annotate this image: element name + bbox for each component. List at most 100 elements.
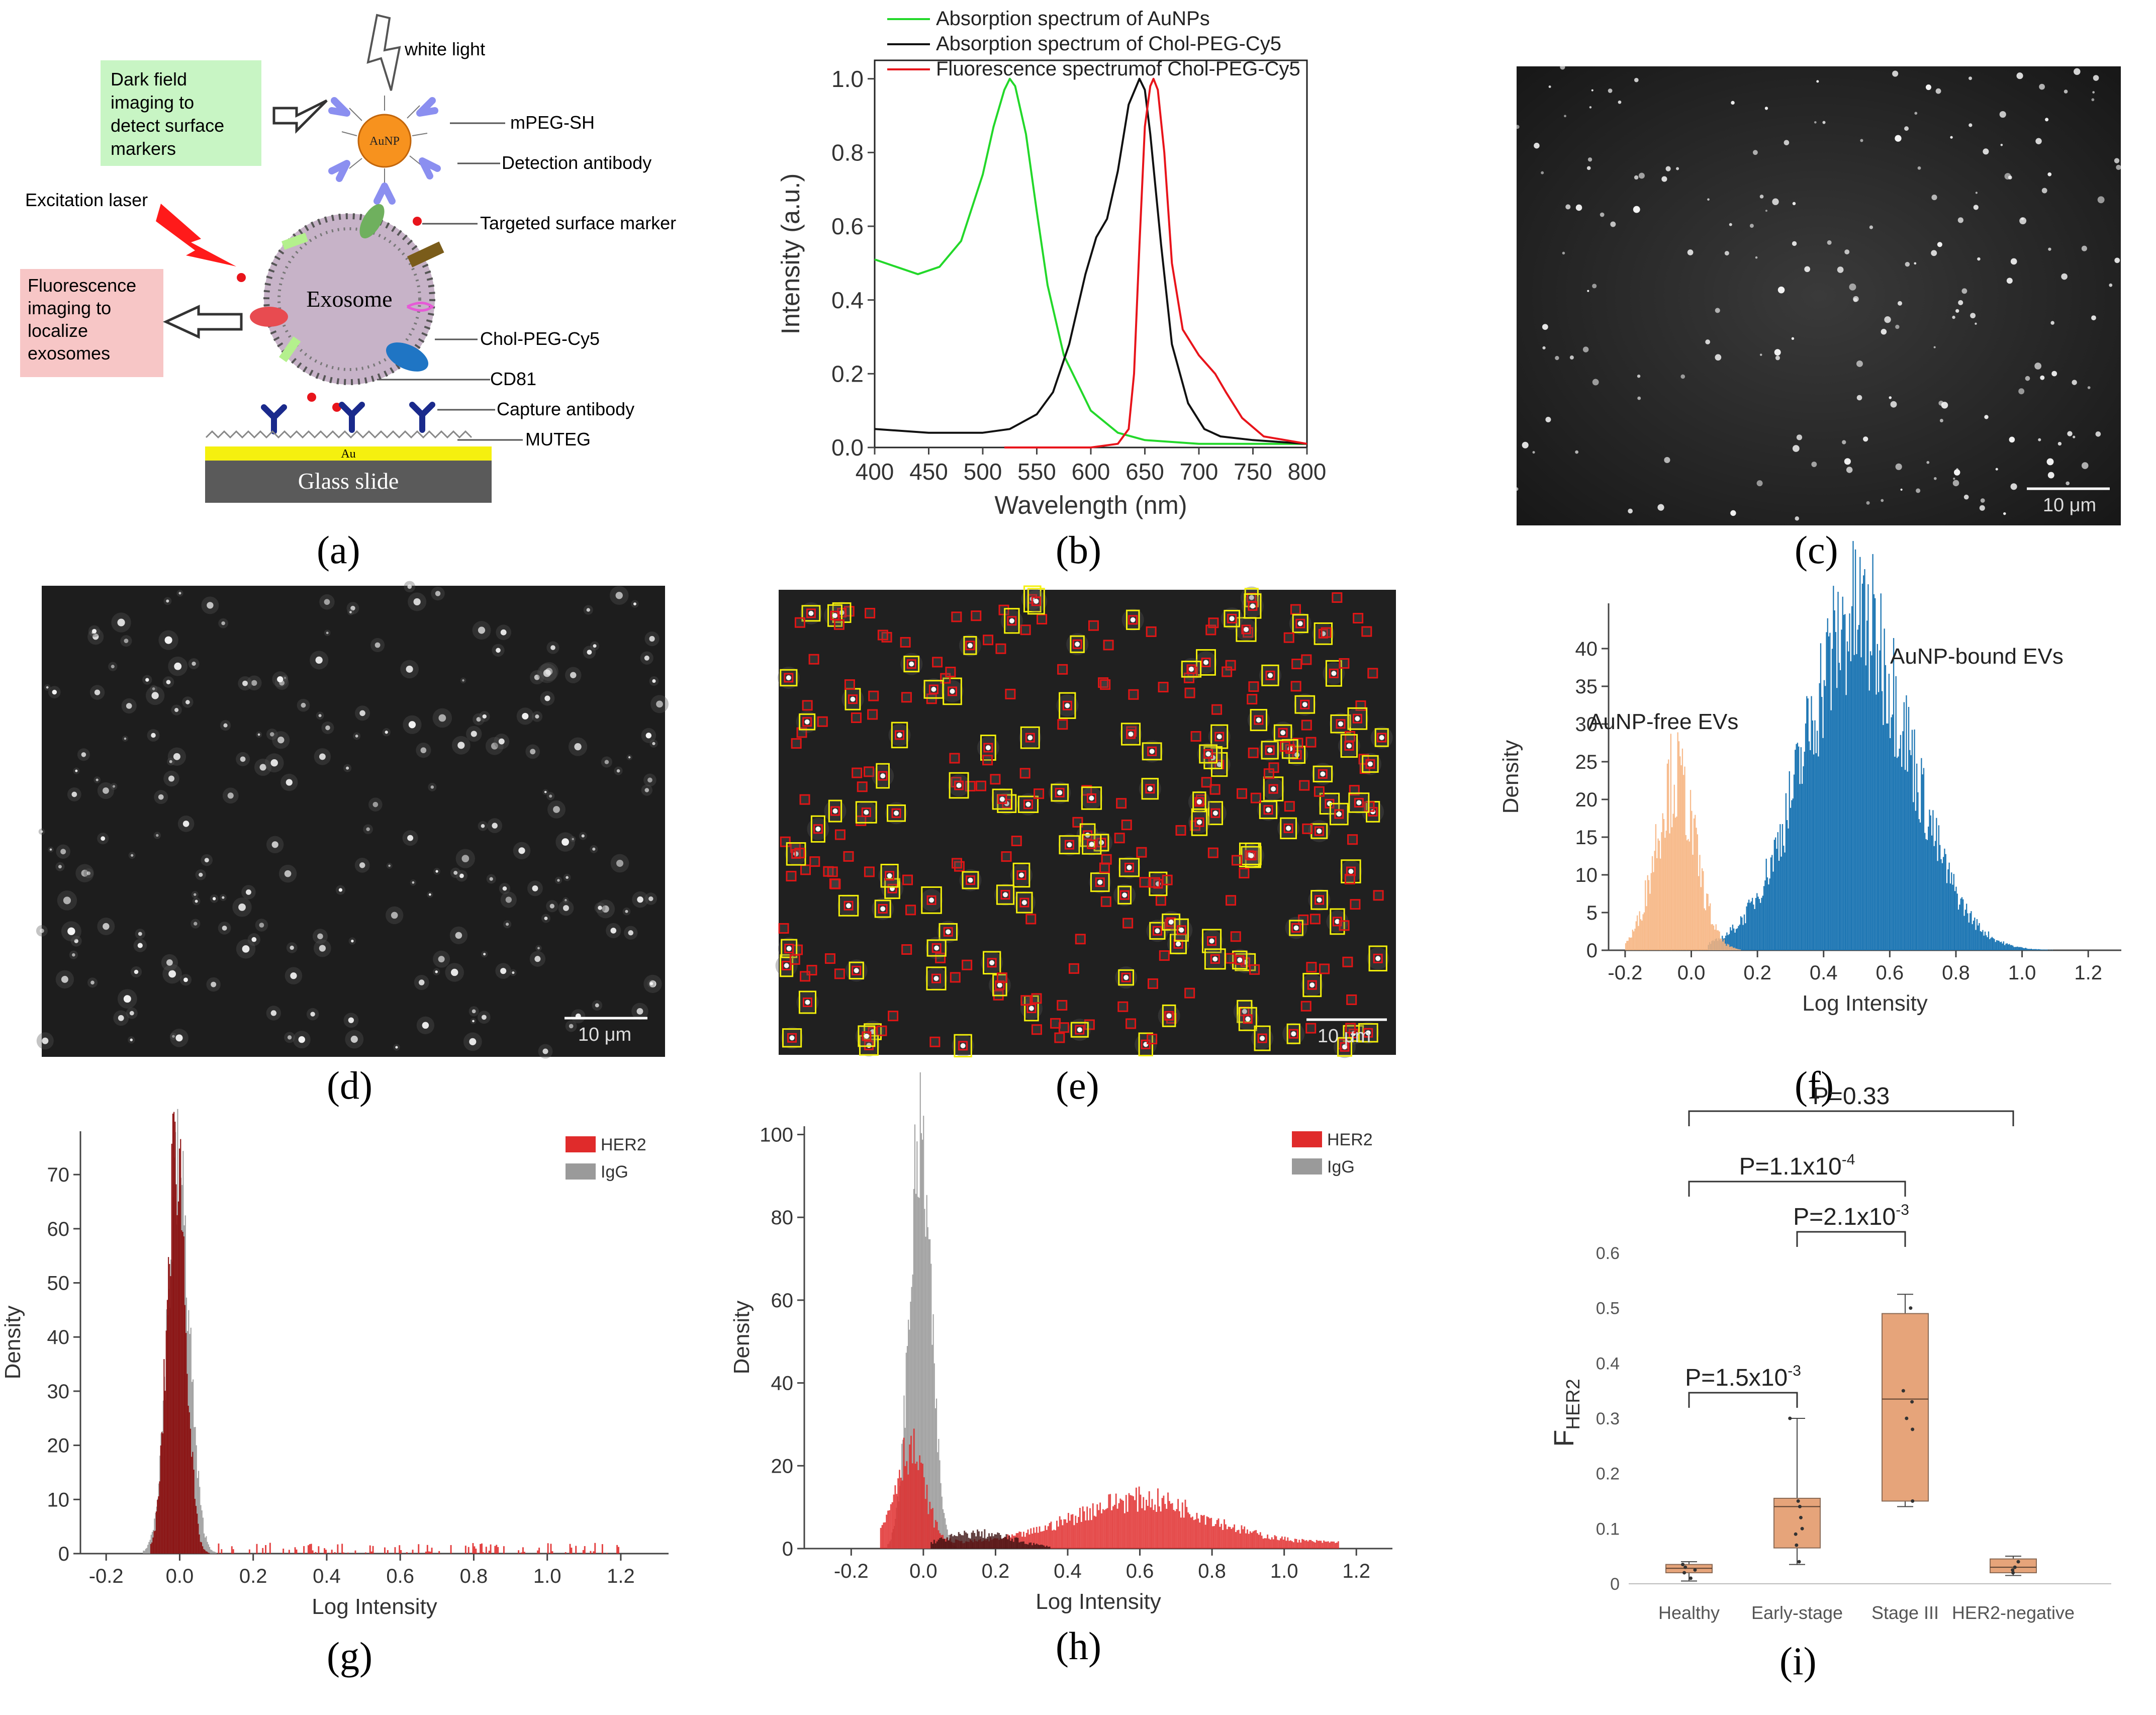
histogram-bar-aunp-bound [1914,729,1915,950]
detection-box-red [906,659,916,669]
particle-spot [103,923,110,930]
p-value-text: P=1.5x10 [1685,1365,1788,1391]
detection-box-red [1194,817,1204,827]
x-tick-label: 400 [856,459,894,485]
histogram-bar-her2 [364,1552,366,1554]
particle-spot [1980,498,1985,503]
particle-spot [1541,171,1544,174]
particle-spot [929,897,934,903]
y-tick-label: 70 [47,1164,70,1186]
particle-spot [2095,431,2101,437]
histogram-bar-overlap [952,1536,954,1549]
histogram-bar-aunp-bound [2019,947,2021,950]
histogram-bar-aunp-bound [1755,897,1757,950]
histogram-bar-her2 [1323,1540,1325,1549]
detection-box-red [1210,954,1220,964]
data-point [2013,1565,2017,1569]
histogram-bar-aunp-bound [1932,810,1934,950]
particle-spot [1968,76,1973,80]
histogram-bar-her2 [1311,1541,1314,1549]
detection-box-yellow [1340,734,1358,758]
histogram-bar-her2 [1265,1538,1267,1549]
particle-halo [1037,614,1047,624]
histogram-bar-igg [935,1398,938,1549]
histogram-bar-her2 [616,1545,618,1554]
particle-spot [1849,283,1856,291]
histogram-bar-overlap [1039,1545,1041,1549]
histogram-bar-aunp-bound [1819,683,1820,950]
histogram-bar-her2 [1298,1540,1300,1549]
detection-box-yellow [1118,858,1140,877]
particle-spot [1155,928,1160,934]
particle-spot [412,881,415,884]
particle-spot [1176,941,1181,947]
particle-spot [2051,371,2057,377]
histogram-bar-overlap [945,1542,947,1549]
detection-box-red [1116,798,1127,809]
particle-spot [652,679,656,683]
particle-spot [1634,175,1639,180]
histogram-bar-overlap [972,1530,974,1549]
y-tick-label: 50 [47,1273,70,1295]
particle-spot [1242,1009,1247,1014]
histogram-bar-her2 [926,1484,928,1549]
detection-box-red [1265,670,1275,680]
particle-spot [544,917,548,921]
histogram-bar-aunp-free [1720,938,1722,950]
particle-halo [857,781,868,792]
particle-halo [1342,957,1353,967]
histogram-bar-aunp-free [1718,930,1719,950]
histogram-bar-aunp-bound [1775,837,1776,950]
histogram-bar-her2 [1267,1535,1269,1549]
histogram-bar-aunp-free [1645,880,1646,950]
histogram-bar-aunp-free [1684,766,1685,950]
particle-halo [876,1026,887,1036]
detection-box-red [1318,769,1328,779]
histogram-bar-aunp-bound [1917,792,1919,950]
exosome-assay-schematic: white light Dark field imaging to detect… [20,14,676,503]
histogram-bar-aunp-bound [1957,910,1959,950]
histogram-bar-aunp-bound [1980,931,1981,950]
particle-halo [1305,1023,1316,1034]
histogram-bar-overlap [998,1533,1000,1549]
detection-box-red [983,743,993,753]
capture-antibody-group [261,402,435,434]
particle-spot [1338,721,1343,727]
detection-box-yellow [1027,588,1045,615]
detection-box-red [867,709,878,720]
histogram-bar-her2 [1163,1495,1165,1549]
particle-spot [117,618,125,626]
particle-halo [1184,673,1194,683]
particle-spot [648,896,653,901]
detection-box-red [817,716,828,727]
fluorescence-line: localize [28,320,88,341]
histogram-bar-igg [211,1550,213,1554]
histogram-bar-aunp-bound [1948,862,1950,950]
detection-box-red [1373,953,1383,963]
data-point [1901,1389,1905,1393]
histogram-bar-her2 [1238,1529,1240,1549]
histogram-g: -0.2 0.0 0.2 0.4 0.6 0.8 1.0 1.2010203040506070… [1,1109,669,1619]
particle-halo [868,691,879,701]
histogram-bar-aunp-bound [1886,723,1888,950]
particle-spot [1881,329,1887,335]
histogram-bar-her2 [163,1359,165,1554]
histogram-bar-her2 [1173,1509,1175,1549]
detection-box-red [1139,877,1150,888]
histogram-bar-her2 [1206,1516,1208,1549]
particle-spot [2073,435,2076,438]
histogram-bar-her2 [1032,1533,1034,1549]
histogram-bar-her2 [1168,1501,1170,1549]
particle-spot [997,982,1002,988]
exosome-vesicle: Exosome [237,204,444,412]
detection-box-yellow [1302,973,1322,998]
histogram-bar-overlap [959,1533,961,1549]
histogram-bar-her2 [922,1464,923,1549]
detection-box-yellow [1281,739,1298,759]
histogram-bar-igg [198,1471,200,1554]
particle-spot [471,731,477,737]
particle-spot [1637,374,1641,378]
particle-spot [1958,300,1963,305]
particle-spot [103,787,109,794]
histogram-bar-her2 [1086,1506,1088,1549]
